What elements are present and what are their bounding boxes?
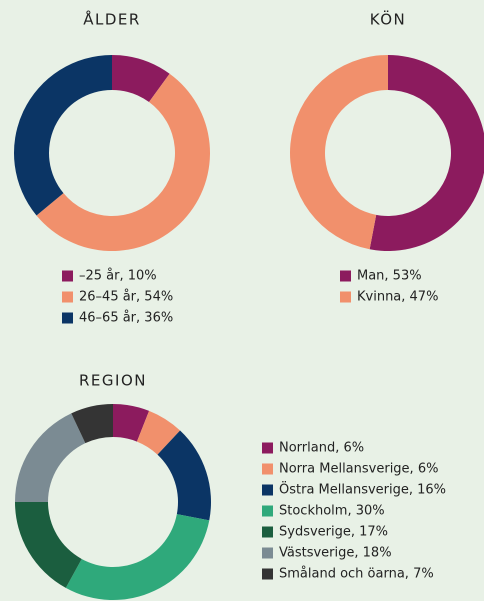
legend-label: Norrland, 6%	[279, 441, 364, 456]
legend-swatch	[262, 463, 273, 475]
legend-label: Man, 53%	[357, 269, 422, 284]
legend-label: 26–45 år, 54%	[79, 290, 173, 305]
legend-swatch	[262, 505, 273, 517]
legend-swatch	[62, 270, 73, 282]
legend-swatch	[262, 484, 273, 496]
donut-segment	[15, 413, 86, 502]
legend-label: Stockholm, 30%	[279, 504, 385, 519]
donut-segment	[13, 54, 112, 216]
donut-segment	[157, 430, 211, 521]
legend-swatch	[62, 291, 73, 303]
chart-title: REGION	[79, 372, 147, 390]
legend-label: 46–65 år, 36%	[79, 311, 173, 326]
legend-label: Småland och öarna, 7%	[279, 567, 434, 582]
legend-label: Norra Mellansverige, 6%	[279, 462, 438, 477]
donut-segment	[113, 404, 150, 442]
legend-swatch	[340, 291, 351, 303]
donut-segment	[36, 73, 210, 252]
donut-segment	[71, 404, 113, 444]
legend-label: Kvinna, 47%	[357, 290, 438, 305]
donut-segment	[369, 55, 484, 251]
legend-swatch	[340, 270, 351, 282]
legend-swatch	[262, 526, 273, 538]
chart-title: ÅLDER	[83, 10, 141, 29]
legend-label: Västsverige, 18%	[279, 546, 392, 561]
legend-label: Sydsverige, 17%	[279, 525, 388, 540]
legend-label: –25 år, 10%	[79, 269, 157, 284]
legend-swatch	[262, 547, 273, 559]
legend-swatch	[262, 568, 273, 580]
legend-label: Östra Mellansverige, 16%	[279, 481, 446, 498]
legend-swatch	[262, 442, 273, 454]
donut-segment	[15, 502, 82, 588]
legend-swatch	[62, 312, 73, 324]
donut-segment	[136, 410, 181, 455]
donut-segment	[290, 55, 388, 250]
chart-title: KÖN	[370, 10, 407, 29]
donut-segment	[65, 514, 210, 600]
donut-segment	[112, 55, 170, 103]
